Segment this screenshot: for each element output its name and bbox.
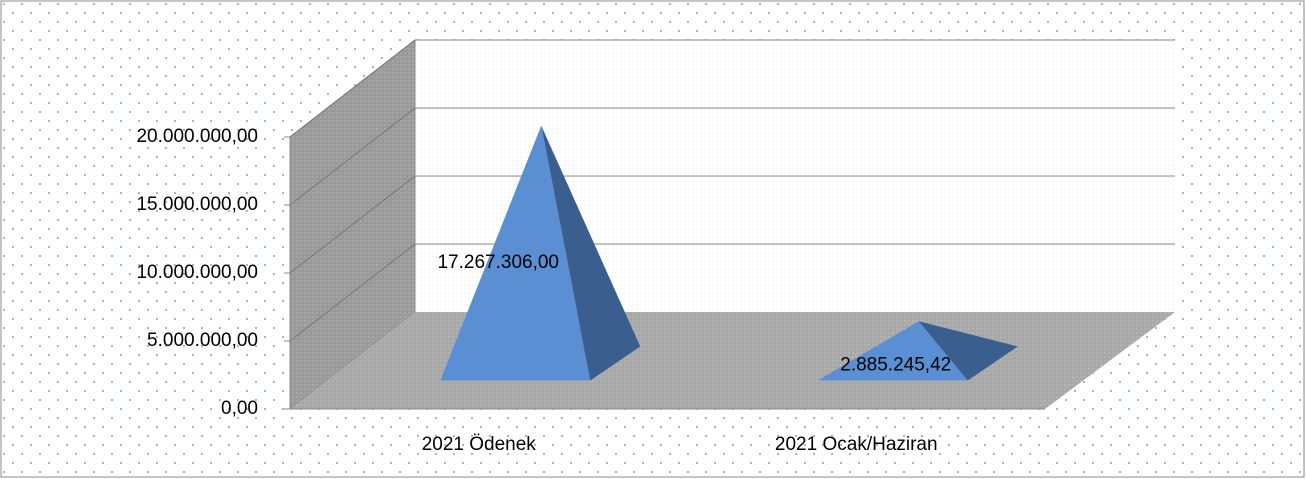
pyramid-face [440, 125, 591, 381]
data-label: 17.267.306,00 [437, 252, 559, 273]
grid-line [289, 39, 416, 138]
y-tick-label: 15.000.000,00 [136, 194, 258, 215]
grid-line [289, 175, 416, 274]
pyramid-face [817, 321, 968, 381]
grid-line [289, 107, 416, 206]
y-tick-label: 0,00 [221, 398, 258, 419]
y-tick-label: 10.000.000,00 [136, 262, 258, 283]
grid-line [289, 243, 416, 342]
pyramid-side [541, 125, 641, 381]
y-tick-label: 5.000.000,00 [147, 330, 258, 351]
y-tick-label: 20.000.000,00 [136, 126, 258, 147]
floor [290, 312, 1175, 409]
pyramid-side [918, 321, 1018, 381]
x-tick-label: 2021 Ödenek [422, 434, 537, 455]
x-tick-label: 2021 Ocak/Haziran [775, 434, 938, 455]
data-label: 2.885.245,42 [840, 355, 951, 376]
